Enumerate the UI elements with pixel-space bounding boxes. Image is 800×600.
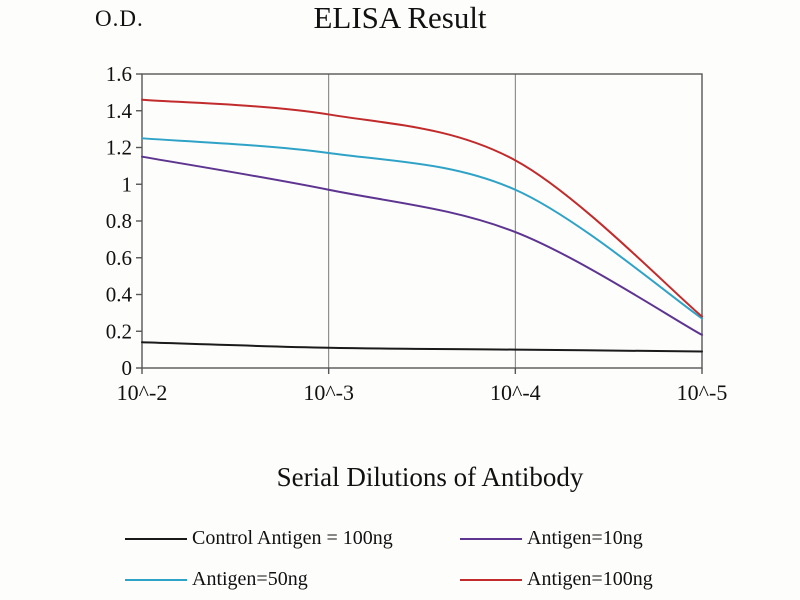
- legend-line-swatch: [125, 578, 187, 581]
- legend-label: Antigen=100ng: [527, 568, 653, 590]
- legend-label: Control Antigen = 100ng: [192, 527, 393, 549]
- legend-line-swatch: [125, 537, 187, 540]
- y-axis-title: O.D.: [95, 6, 144, 31]
- y-tick-label: 1: [122, 172, 133, 196]
- legend-line-swatch: [460, 578, 522, 581]
- chart-title: ELISA Result: [313, 0, 487, 35]
- series-line-antigen-10ng: [141, 155, 703, 336]
- x-tick-label: 10^-5: [677, 380, 728, 405]
- y-tick-label: 1.4: [106, 99, 133, 123]
- legend-label: Antigen=50ng: [192, 568, 308, 590]
- legend-line-swatch: [460, 537, 522, 540]
- legend-item: Antigen=10ng: [460, 527, 653, 550]
- y-tick-label: 0.4: [106, 283, 133, 307]
- y-tick-label: 1.2: [106, 136, 132, 160]
- series-line-antigen-50ng: [141, 137, 703, 320]
- x-tick-label: 10^-4: [490, 380, 541, 405]
- x-tick-label: 10^-3: [303, 380, 354, 405]
- y-tick-label: 0.2: [106, 319, 132, 343]
- chart-legend: Control Antigen = 100ng Antigen=10ng Antig…: [125, 527, 653, 591]
- series-line-control-antigen-100ng: [141, 341, 703, 353]
- x-axis-title: Serial Dilutions of Antibody: [276, 462, 584, 492]
- plot-border: [141, 73, 703, 369]
- legend-item: Antigen=100ng: [460, 568, 653, 591]
- y-tick-label: 1.6: [106, 62, 132, 86]
- y-tick-label: 0: [122, 356, 133, 380]
- y-tick-label: 0.6: [106, 246, 132, 270]
- legend-label: Antigen=10ng: [527, 527, 643, 549]
- x-tick-label: 10^-2: [117, 380, 168, 405]
- legend-item: Antigen=50ng: [125, 568, 460, 591]
- series-line-antigen-100ng: [141, 98, 703, 318]
- elisa-line-chart: 0 0.2 0.4 0.6 0.8 1 1.2 1.4 1.6 10^-2 10^-3 10^-4 10…: [106, 62, 728, 405]
- y-tick-label: 0.8: [106, 209, 132, 233]
- legend-item: Control Antigen = 100ng: [125, 527, 460, 550]
